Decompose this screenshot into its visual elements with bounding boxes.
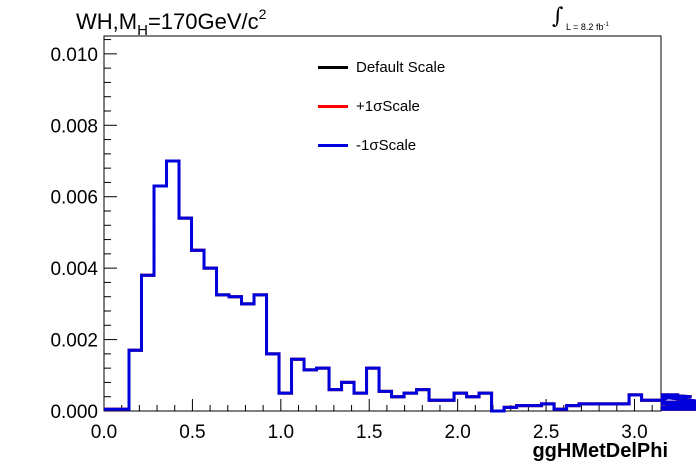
y-tick-label: 0.008 (50, 116, 98, 137)
y-axis: 0.000 0.002 0.004 0.006 0.008 0.010 (50, 39, 117, 423)
y-tick-label: 0.006 (50, 188, 98, 209)
x-axis-label: ggHMetDelPhi (532, 440, 668, 462)
legend-swatch (318, 65, 348, 69)
y-tick-label: 0.010 (50, 45, 98, 66)
legend-swatch (318, 143, 348, 147)
histogram-series (104, 159, 696, 413)
x-tick-label: 1.5 (356, 422, 382, 443)
plot-frame (103, 35, 662, 412)
legend-item-plus-sigma: +1σScale (318, 97, 420, 115)
integral-icon: ∫ (552, 4, 564, 29)
legend-item-default: Default Scale (318, 58, 445, 76)
legend-label: Default Scale (356, 58, 446, 76)
y-tick-label: 0.000 (50, 402, 98, 423)
legend-swatch (318, 104, 348, 108)
x-tick-label: 0.0 (91, 422, 117, 443)
legend-label: -1σScale (356, 136, 417, 154)
x-tick-label: 3.0 (621, 422, 647, 443)
y-tick-label: 0.004 (50, 259, 98, 280)
series-minus-sigma-scale (104, 159, 696, 413)
series-default-scale (104, 159, 696, 413)
legend-label: +1σScale (356, 97, 420, 115)
x-tick-label: 1.0 (268, 422, 294, 443)
legend-item-minus-sigma: -1σScale (318, 136, 416, 154)
x-tick-label: 2.0 (444, 422, 470, 443)
x-tick-label: 0.5 (179, 422, 205, 443)
x-tick-label: 2.5 (533, 422, 559, 443)
y-tick-label: 0.002 (50, 331, 98, 352)
chart-title: WH,MH=170GeV/c2 (76, 6, 267, 39)
series-plus-sigma-scale (104, 159, 696, 413)
